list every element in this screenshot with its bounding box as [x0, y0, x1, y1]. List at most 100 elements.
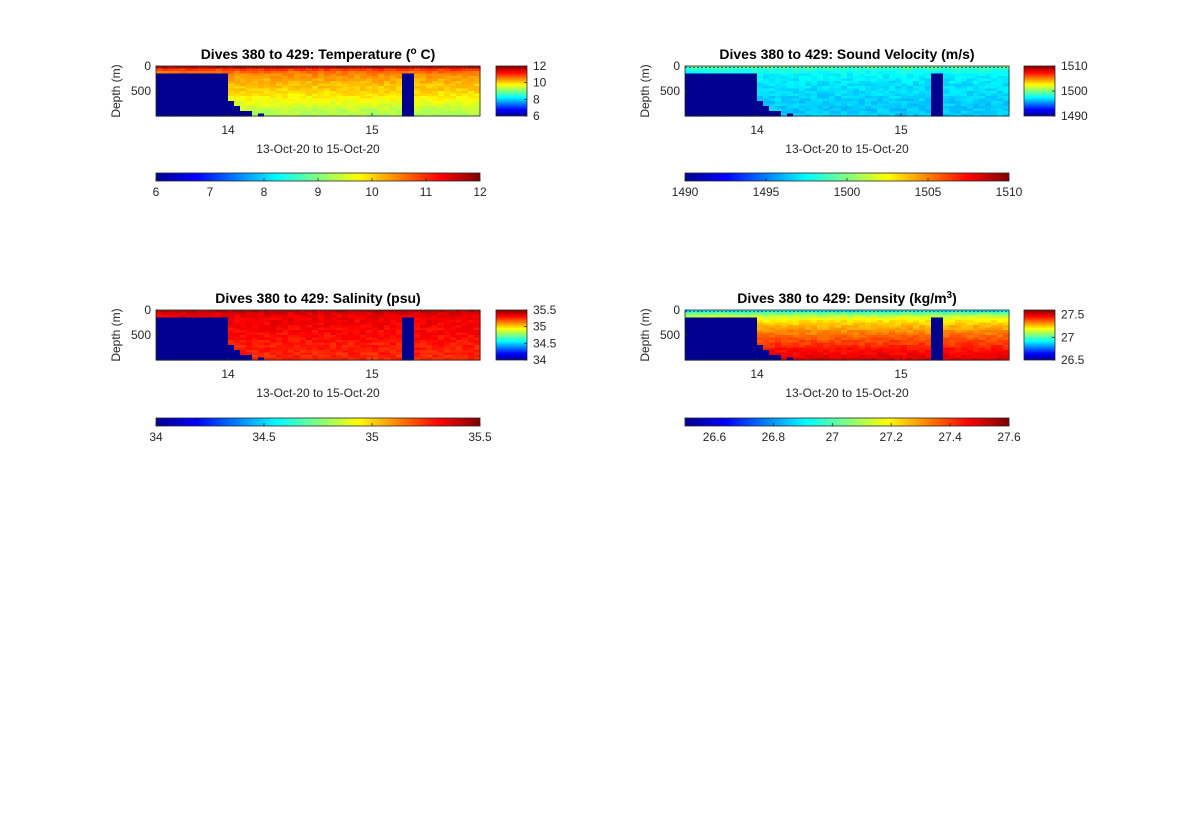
heatmap-cell	[450, 347, 457, 351]
heatmap-cell	[865, 103, 872, 107]
heatmap-cell	[961, 108, 968, 112]
colorbar-tick-label: 1510	[1061, 59, 1088, 73]
heatmap-cell	[240, 86, 247, 90]
heatmap-cell	[282, 340, 289, 344]
heatmap-cell	[703, 98, 710, 102]
heatmap-cell	[739, 357, 746, 361]
heatmap-cell	[769, 101, 776, 105]
heatmap-cell	[174, 320, 181, 324]
heatmap-cell	[186, 340, 193, 344]
heatmap-cell	[198, 113, 205, 117]
heatmap-cell	[805, 68, 812, 72]
heatmap-cell	[997, 345, 1004, 349]
heatmap-cell	[937, 83, 944, 87]
heatmap-cell	[198, 111, 205, 115]
heatmap-cell	[264, 106, 271, 110]
heatmap-cell	[745, 342, 752, 346]
heatmap-cell	[264, 71, 271, 75]
heatmap-cell	[685, 325, 692, 329]
heatmap-cell	[913, 315, 920, 319]
heatmap-cell	[162, 88, 169, 92]
heatmap-cell	[691, 91, 698, 95]
heatmap-cell	[438, 91, 445, 95]
heatmap-cell	[348, 357, 355, 361]
heatmap-cell	[342, 81, 349, 85]
heatmap-cell	[739, 113, 746, 117]
heatmap-cell	[378, 101, 385, 105]
heatmap-cell	[799, 91, 806, 95]
heatmap-cell	[733, 315, 740, 319]
heatmap-cell	[853, 108, 860, 112]
heatmap-cell	[949, 86, 956, 90]
heatmap-cell	[847, 81, 854, 85]
heatmap-cell	[841, 103, 848, 107]
heatmap-cell	[715, 342, 722, 346]
heatmap-cell	[180, 320, 187, 324]
heatmap-cell	[168, 320, 175, 324]
heatmap-cell	[438, 315, 445, 319]
heatmap-cell	[841, 355, 848, 359]
heatmap-cell	[697, 322, 704, 326]
heatmap-cell	[474, 335, 481, 339]
heatmap-cell	[931, 352, 938, 356]
heatmap-cell	[216, 91, 223, 95]
heatmap-cell	[360, 322, 367, 326]
heatmap-cell	[805, 66, 812, 70]
heatmap-cell	[859, 315, 866, 319]
heatmap-cell	[432, 340, 439, 344]
heatmap-cell	[955, 355, 962, 359]
heatmap-cell	[246, 81, 253, 85]
heatmap-cell	[697, 320, 704, 324]
heatmap-cell	[955, 111, 962, 115]
heatmap-cell	[853, 355, 860, 359]
heatmap-cell	[276, 93, 283, 97]
heatmap-cell	[901, 113, 908, 117]
heatmap-cell	[354, 350, 361, 354]
heatmap-cell	[156, 66, 163, 70]
heatmap-cell	[192, 327, 199, 331]
heatmap-cell	[300, 73, 307, 77]
heatmap-cell	[408, 350, 415, 354]
heatmap-cell	[336, 78, 343, 82]
heatmap-cell	[751, 91, 758, 95]
heatmap-cell	[865, 342, 872, 346]
heatmap-cell	[474, 103, 481, 107]
heatmap-cell	[294, 325, 301, 329]
heatmap-cell	[811, 96, 818, 100]
heatmap-cell	[859, 327, 866, 331]
heatmap-cell	[733, 93, 740, 97]
heatmap-cell	[913, 81, 920, 85]
heatmap-cell	[889, 352, 896, 356]
heatmap-cell	[967, 325, 974, 329]
heatmap-cell	[450, 73, 457, 77]
heatmap-cell	[240, 345, 247, 349]
heatmap-cell	[1003, 111, 1010, 115]
heatmap-cell	[432, 96, 439, 100]
heatmap-cell	[787, 111, 794, 115]
heatmap-cell	[174, 108, 181, 112]
heatmap-cell	[865, 332, 872, 336]
heatmap-cell	[348, 81, 355, 85]
heatmap-cell	[330, 86, 337, 90]
hcolorbar-tick-label: 6	[153, 185, 160, 199]
heatmap-cell	[949, 352, 956, 356]
heatmap-cell	[204, 337, 211, 341]
heatmap-cell	[174, 342, 181, 346]
heatmap-cell	[330, 335, 337, 339]
heatmap-cell	[210, 91, 217, 95]
heatmap-cell	[318, 91, 325, 95]
heatmap-cell	[258, 342, 265, 346]
heatmap-cell	[931, 81, 938, 85]
heatmap-cell	[781, 68, 788, 72]
heatmap-cell	[198, 330, 205, 334]
heatmap-cell	[180, 347, 187, 351]
heatmap-cell	[883, 113, 890, 117]
heatmap-cell	[1003, 350, 1010, 354]
heatmap-cell	[895, 312, 902, 316]
heatmap-cell	[865, 325, 872, 329]
heatmap-cell	[396, 113, 403, 117]
heatmap-cell	[751, 103, 758, 107]
heatmap-cell	[324, 88, 331, 92]
heatmap-cell	[402, 81, 409, 85]
heatmap-cell	[462, 355, 469, 359]
